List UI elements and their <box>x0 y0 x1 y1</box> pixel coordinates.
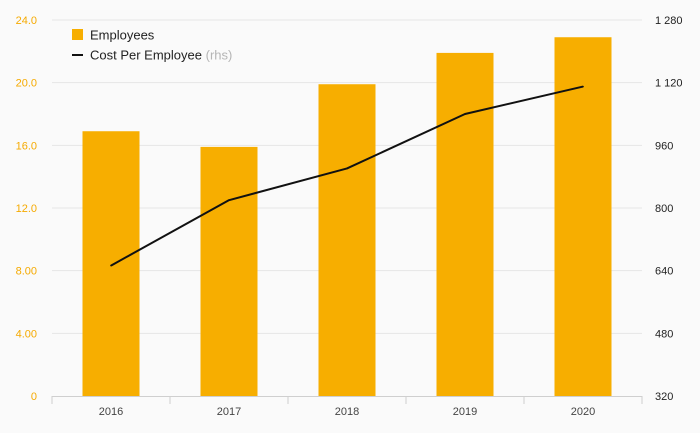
y-left-tick-label: 4.00 <box>16 328 37 340</box>
y-left-tick-label: 24.0 <box>16 15 37 27</box>
bar-employees-2018 <box>318 84 376 396</box>
point-cost-per-employee-2019 <box>464 113 466 115</box>
point-cost-per-employee-2020 <box>582 85 584 88</box>
bar-series-employees <box>82 37 612 397</box>
legend-swatch-employees <box>72 29 83 40</box>
point-cost-per-employee-2017 <box>228 199 230 201</box>
axes: 2016 2017 2018 2019 2020 0 4.00 8.00 12.0 16.0 20.… <box>16 15 683 418</box>
x-tick-label: 2017 <box>217 406 241 418</box>
point-cost-per-employee-2018 <box>346 167 348 170</box>
y-right-tick-label: 320 <box>655 391 673 403</box>
y-left-tick-label: 12.0 <box>16 203 37 215</box>
x-tick-label: 2020 <box>571 406 595 418</box>
x-tick-label: 2019 <box>453 406 477 418</box>
y-left-tick-label: 20.0 <box>16 78 37 90</box>
y-left-tick-label: 8.00 <box>16 266 37 278</box>
x-tick-label: 2018 <box>335 406 359 418</box>
y-right-tick-label: 480 <box>655 328 673 340</box>
bar-employees-2017 <box>200 146 258 396</box>
line-series-cost-per-employee <box>110 85 584 267</box>
legend: Employees Cost Per Employee (rhs) <box>72 28 232 63</box>
y-left-tick-label: 0 <box>31 391 37 403</box>
legend-label-employees: Employees <box>90 28 155 43</box>
y-left-tick-label: 16.0 <box>16 140 37 152</box>
y-right-tick-label: 1 120 <box>655 78 683 90</box>
point-cost-per-employee-2016 <box>110 264 112 267</box>
y-right-tick-label: 1 280 <box>655 15 683 27</box>
legend-label-cost-per-employee: Cost Per Employee (rhs) <box>90 48 232 63</box>
x-tick-label: 2016 <box>99 406 123 418</box>
y-right-tick-label: 960 <box>655 140 673 152</box>
y-right-tick-label: 800 <box>655 203 673 215</box>
y-right-tick-label: 640 <box>655 266 673 278</box>
bar-employees-2020 <box>554 37 612 396</box>
legend-note-rhs: (rhs) <box>206 48 233 63</box>
bar-employees-2016 <box>82 131 140 396</box>
bar-employees-2019 <box>436 52 494 397</box>
